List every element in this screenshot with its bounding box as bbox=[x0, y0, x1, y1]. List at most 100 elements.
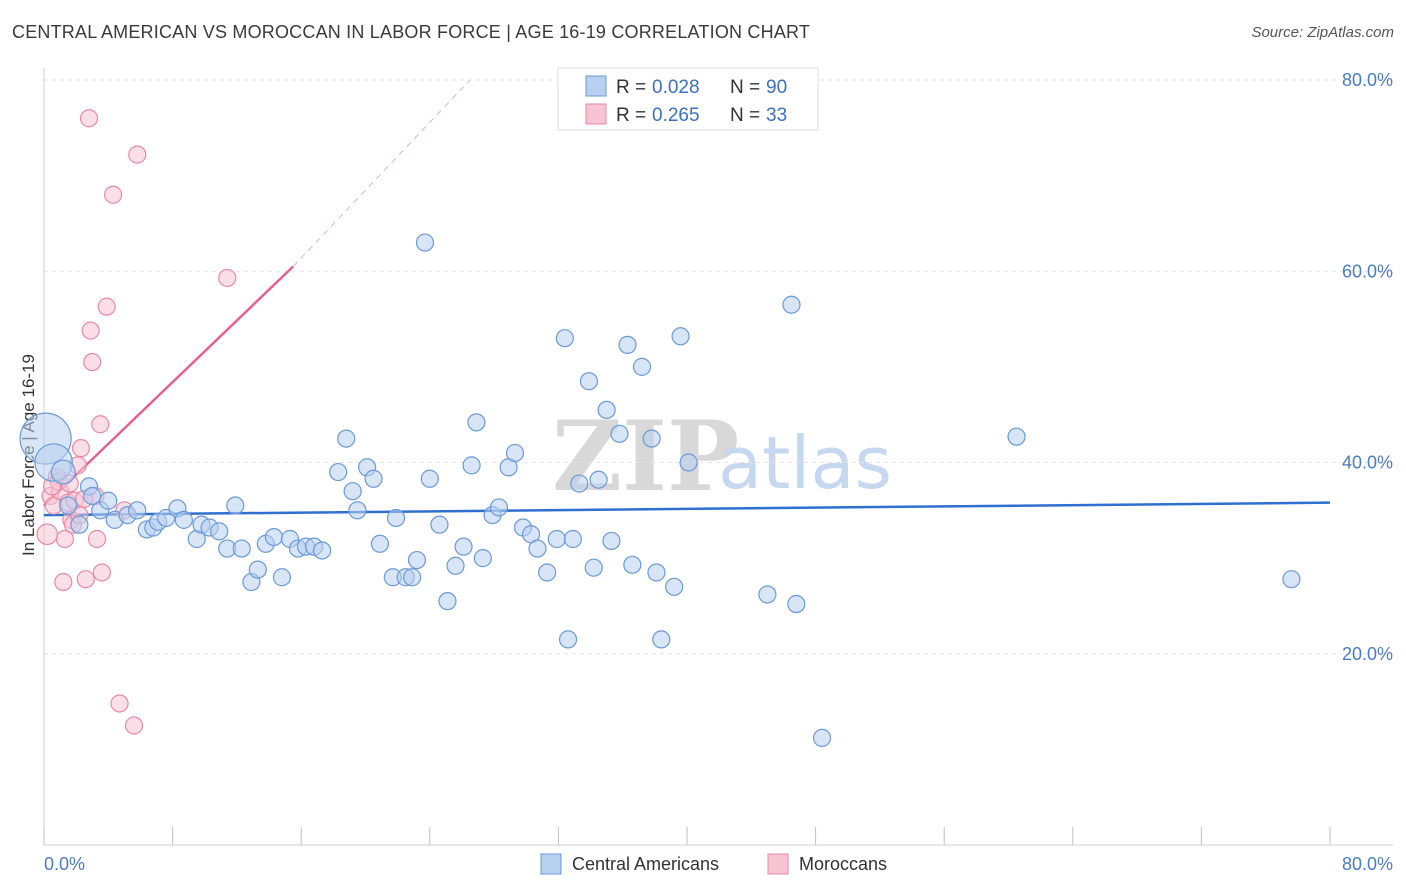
central-american-point bbox=[348, 501, 367, 520]
moroccan-point bbox=[55, 529, 74, 549]
trend-line-moroccans-extension bbox=[292, 79, 471, 267]
central-american-point bbox=[665, 577, 684, 596]
central-american-point bbox=[528, 539, 547, 558]
central-american-point bbox=[174, 510, 193, 529]
moroccan-point bbox=[81, 321, 100, 340]
x-tick-left: 0.0% bbox=[44, 854, 85, 874]
central-american-point bbox=[584, 558, 603, 577]
central-american-point bbox=[1282, 570, 1301, 589]
series-swatch-moroccans bbox=[767, 853, 789, 875]
central-american-point bbox=[589, 470, 608, 489]
legend-r-label-pink: R = bbox=[616, 105, 646, 126]
central-americans-points bbox=[19, 233, 1301, 748]
series-swatch-central-americans bbox=[540, 853, 562, 875]
central-american-point bbox=[563, 529, 582, 549]
correlation-legend: R = 0.028 N = 90 R = 0.265 N = 33 bbox=[557, 67, 819, 131]
central-american-point bbox=[248, 560, 267, 579]
central-american-point bbox=[602, 531, 621, 551]
legend-n-value-pink: 33 bbox=[766, 105, 787, 126]
moroccan-point bbox=[110, 694, 129, 713]
moroccans-points bbox=[36, 109, 237, 735]
central-american-point bbox=[647, 563, 666, 582]
moroccan-point bbox=[71, 439, 91, 458]
moroccan-point bbox=[54, 572, 73, 592]
legend-r-label-blue: R = bbox=[616, 77, 646, 98]
x-tick-right: 80.0% bbox=[1342, 854, 1393, 874]
central-american-point bbox=[210, 522, 229, 541]
central-american-point bbox=[632, 357, 652, 376]
series-label-central-americans: Central Americans bbox=[572, 854, 719, 874]
gridlines bbox=[44, 79, 1393, 655]
central-american-point bbox=[1007, 427, 1026, 446]
central-american-point bbox=[489, 498, 509, 517]
watermark-zip: ZIP bbox=[552, 400, 739, 513]
central-american-point bbox=[415, 233, 435, 252]
central-american-point bbox=[329, 462, 348, 482]
trend-line-central-americans bbox=[43, 501, 1331, 517]
central-american-point bbox=[438, 592, 457, 611]
central-american-point bbox=[128, 501, 147, 520]
moroccan-point bbox=[104, 185, 123, 204]
central-american-point bbox=[597, 400, 616, 420]
central-american-point bbox=[232, 539, 251, 558]
moroccan-point bbox=[79, 109, 99, 128]
series-legend: Central Americans Moroccans bbox=[540, 853, 887, 875]
central-american-point bbox=[652, 630, 671, 649]
moroccan-point bbox=[97, 297, 116, 316]
central-american-point bbox=[782, 295, 801, 314]
central-american-point bbox=[610, 424, 629, 443]
moroccan-point bbox=[83, 352, 102, 372]
legend-r-value-blue: 0.028 bbox=[652, 77, 700, 98]
central-american-point bbox=[454, 537, 473, 556]
moroccan-point bbox=[91, 415, 110, 434]
central-american-point bbox=[337, 429, 356, 448]
central-american-point bbox=[505, 443, 525, 463]
central-american-point bbox=[312, 541, 332, 560]
central-american-point bbox=[787, 594, 806, 614]
y-tick-label: 80.0% bbox=[1342, 70, 1393, 90]
central-american-point bbox=[555, 329, 574, 348]
central-american-point bbox=[671, 327, 690, 346]
moroccan-point bbox=[36, 523, 59, 546]
central-american-point bbox=[59, 496, 78, 515]
central-american-point bbox=[812, 728, 832, 748]
series-label-moroccans: Moroccans bbox=[799, 854, 887, 874]
central-american-point bbox=[226, 496, 245, 515]
central-american-point bbox=[407, 550, 427, 570]
moroccan-point bbox=[124, 716, 144, 735]
central-american-point bbox=[623, 555, 642, 574]
legend-n-label-blue: N = bbox=[730, 77, 760, 98]
moroccan-point bbox=[76, 570, 95, 589]
legend-swatch-pink bbox=[585, 103, 607, 125]
moroccan-point bbox=[218, 268, 237, 288]
central-american-point bbox=[558, 630, 578, 649]
central-american-point bbox=[538, 563, 557, 582]
central-american-point bbox=[70, 515, 89, 534]
central-american-point bbox=[343, 482, 362, 501]
legend-swatch-blue bbox=[585, 75, 607, 97]
central-american-point bbox=[370, 534, 390, 553]
moroccan-point bbox=[128, 145, 147, 164]
y-tick-label: 60.0% bbox=[1342, 261, 1393, 281]
y-tick-label: 40.0% bbox=[1342, 453, 1393, 473]
legend-n-label-pink: N = bbox=[730, 105, 760, 126]
central-american-point bbox=[570, 474, 589, 493]
central-american-point bbox=[473, 549, 492, 568]
legend-n-value-blue: 90 bbox=[766, 77, 787, 98]
central-american-point bbox=[618, 335, 637, 354]
moroccan-point bbox=[87, 529, 107, 549]
central-american-point bbox=[446, 556, 465, 575]
central-american-point bbox=[264, 527, 283, 547]
central-american-point bbox=[430, 515, 449, 534]
central-american-point bbox=[420, 469, 439, 488]
central-american-point bbox=[679, 453, 698, 472]
central-american-point bbox=[462, 456, 481, 475]
central-american-point bbox=[364, 469, 383, 488]
central-american-point bbox=[403, 568, 422, 587]
y-tick-labels: 80.0% 60.0% 40.0% 20.0% bbox=[1342, 70, 1393, 664]
chart-title: CENTRAL AMERICAN VS MOROCCAN IN LABOR FO… bbox=[12, 22, 811, 42]
central-american-point bbox=[467, 413, 486, 432]
source-label: Source: ZipAtlas.com bbox=[1251, 24, 1394, 41]
y-tick-label: 20.0% bbox=[1342, 644, 1393, 664]
